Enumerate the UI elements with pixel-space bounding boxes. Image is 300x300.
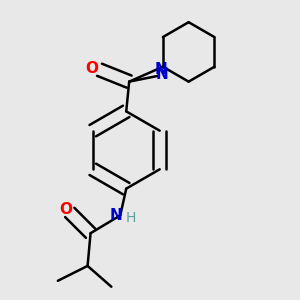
Text: N: N bbox=[155, 67, 168, 82]
Text: O: O bbox=[59, 202, 72, 217]
Text: H: H bbox=[125, 212, 136, 225]
Text: N: N bbox=[155, 62, 168, 77]
Text: N: N bbox=[110, 208, 122, 223]
Text: O: O bbox=[85, 61, 98, 76]
